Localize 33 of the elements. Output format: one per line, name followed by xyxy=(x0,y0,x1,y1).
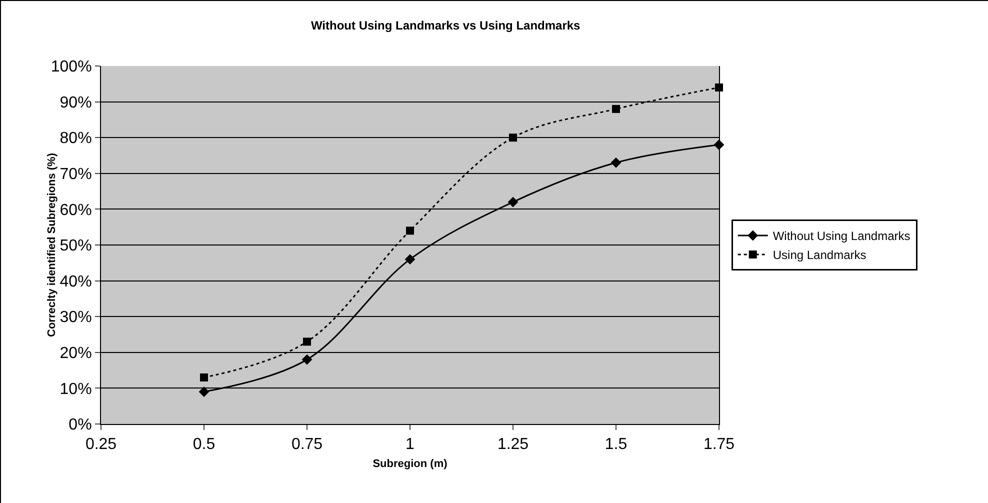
y-tick-label: 20% xyxy=(60,345,92,362)
point xyxy=(303,338,311,346)
point xyxy=(612,104,620,113)
y-tick-label: 50% xyxy=(60,238,92,255)
point xyxy=(198,386,210,397)
chart-title: Without Using Landmarks vs Using Landmarks xyxy=(310,18,581,33)
legend-label: Using Landmarks xyxy=(772,248,866,262)
point xyxy=(406,226,414,235)
y-tick-label: 80% xyxy=(60,130,92,148)
y-tick-label: 0% xyxy=(68,416,92,434)
x-tick-label: 1.5 xyxy=(604,436,628,454)
x-tick-label: 1.25 xyxy=(497,436,529,454)
point xyxy=(302,354,312,365)
point xyxy=(508,196,518,208)
point xyxy=(404,254,416,265)
x-tick-label: 1.75 xyxy=(703,436,735,454)
y-axis-title: Correclty identified Subregions (%) xyxy=(46,152,58,337)
x-tick-label: 0.25 xyxy=(85,436,117,454)
y-tick-label: 90% xyxy=(60,94,92,112)
x-axis-title: Subregion (m) xyxy=(372,458,448,470)
y-tick-label: 100% xyxy=(50,58,92,76)
x-tick-label: 0.75 xyxy=(291,436,323,454)
y-tick-label: 70% xyxy=(60,166,92,183)
y-tick-label: 60% xyxy=(60,202,92,219)
y-tick-label: 30% xyxy=(60,309,92,326)
y-tick-label: 40% xyxy=(60,273,92,290)
y-tick-label: 10% xyxy=(60,380,92,398)
x-tick-label: 1 xyxy=(406,436,415,454)
point xyxy=(610,157,622,168)
legend-label: Without Using Landmarks xyxy=(772,229,910,244)
point xyxy=(509,134,517,142)
x-tick-label: 0.5 xyxy=(192,436,216,454)
point xyxy=(200,373,208,382)
